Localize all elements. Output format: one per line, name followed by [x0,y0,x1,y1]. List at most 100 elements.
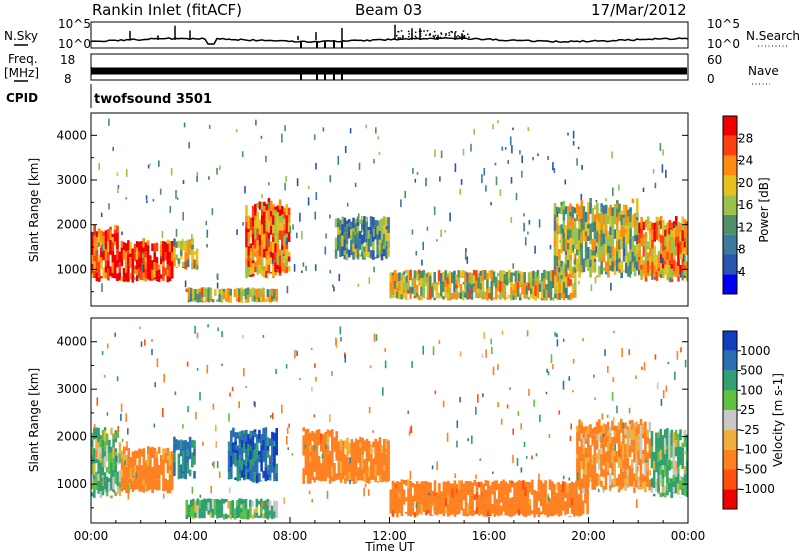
noise-search-dot [434,34,437,37]
noise-left-tick-top: 10^5 [58,17,91,31]
power-cbar-swatch [723,234,737,255]
date-title: 17/Mar/2012 [591,1,687,19]
power-cbar-swatch [723,135,737,156]
noise-search-dot [463,35,466,37]
noise-search-dot [414,31,417,34]
noise-search-dot [415,37,417,39]
time-xtick-label: 16:00 [472,529,507,543]
noise-search-dot [456,36,458,38]
noise-search-dot [423,30,425,32]
noise-left-tick-bottom: 10^0 [58,37,91,51]
noise-search-dot [459,37,462,39]
noise-right-tick-bottom: 10^0 [707,37,740,51]
time-xtick-label: 00:00 [671,529,706,543]
power-cbar-swatch [723,254,737,275]
power-echo-marks [91,118,689,303]
velocity-cbar-tick-label: -100 [740,443,767,457]
velocity-echo-region [339,436,390,484]
noise-search-dot [461,33,464,36]
velocity-colorbar: 1000 500 100 25 -25 -100 -500 -1000 [722,330,775,510]
velocity-cbar-swatch [723,390,737,411]
time-xtick-label: 12:00 [372,529,407,543]
power-cbar-tick-label: 4 [738,265,746,279]
noise-search-dot [448,32,450,34]
velocity-cbar-swatch [723,449,737,470]
noise-search-dot [433,30,436,33]
power-echo-region [389,269,577,301]
noise-left-label: N.Sky [4,29,38,43]
noise-search-dot [464,37,467,39]
noise-search-dot [440,33,443,35]
beam-title: Beam 03 [355,1,422,19]
power-cbar-swatch [723,175,737,196]
velocity-echo-region [389,479,589,518]
velocity-cbar-swatch [723,429,737,450]
noise-search-dot [411,34,413,36]
noise-search-dot [401,37,403,40]
power-cbar-tick-label: 8 [738,243,746,257]
velocity-echo-region [185,498,278,520]
power-cbar-swatch [723,116,737,136]
freq-gap-mark [316,74,318,80]
noise-right-label: N.Search [746,29,800,43]
noise-search-dot [462,30,465,32]
velocity-panel: 1000 2000 3000 4000 00:00 04:00 08:00 12:00 16:… [27,317,785,554]
velocity-cbar-swatch [723,331,737,351]
noise-search-dot [400,30,403,32]
noise-search-dot [467,33,469,35]
noise-search-dot [445,34,447,36]
freq-tick-bottom: 8 [64,72,72,86]
velocity-cbar-swatch [723,489,737,509]
noise-search-dot [418,30,421,33]
freq-panel: Freq. [MHz] 18 8 60 0 Nave [4,52,779,86]
power-colorbar: 4 8 12 16 20 24 28 [722,115,753,295]
power-cbar-tick-label: 16 [738,198,753,212]
noise-search-dot [444,36,446,39]
power-echo-region [553,198,639,279]
power-cbar-tick-label: 20 [738,176,753,190]
power-echo-region [91,224,119,282]
power-cbar-tick-label: 12 [738,220,753,234]
noise-right-tick-top: 10^5 [707,17,740,31]
velocity-cbar-tick-label: -1000 [740,482,775,496]
noise-gap-mark [324,41,326,48]
velocity-ytick-label: 1000 [56,477,87,491]
velocity-y-axis: 1000 2000 3000 4000 [56,335,688,509]
velocity-sparse-echoes [93,324,687,511]
velocity-cbar-tick-label: 1000 [740,344,771,358]
noise-search-dot [459,36,461,38]
power-cbar-tick-label: 24 [738,154,753,168]
noise-search-dot [457,35,459,37]
velocity-echo-region [650,428,689,498]
freq-gap-mark [324,74,326,80]
noise-search-dot [468,36,470,38]
noise-gap-mark [300,41,302,48]
velocity-cbar-swatch [723,410,737,430]
noise-gap-mark [333,41,335,48]
noise-search-dot [408,33,410,35]
velocity-cbar-tick-label: -500 [740,462,767,476]
noise-search-dot [402,36,404,38]
velocity-echo-region [91,427,122,499]
power-cbar-swatch [723,195,737,215]
time-xlabel: Time UT [364,540,415,554]
time-xtick-label: 04:00 [173,529,208,543]
noise-search-dot [429,34,431,36]
noise-search-dot [432,35,435,37]
noise-search-dot [420,30,422,32]
noise-search-dot [402,35,404,37]
power-cbar-tick-label: 28 [738,131,753,145]
velocity-cbar-tick-label: -25 [740,423,760,437]
noise-search-dot [439,37,441,39]
noise-panel: N.Sky 10^5 10^0 10^5 10^0 N.Search [4,17,800,51]
noise-search-dot [451,31,454,33]
power-ylabel: Slant Range [km] [27,158,41,262]
velocity-cbar-swatch [723,469,737,490]
velocity-cbar-tick-label: 25 [740,403,755,417]
noise-search-dot [426,30,429,32]
power-ytick-label: 1000 [56,262,87,276]
freq-gap-mark [300,74,302,80]
velocity-echo-region [173,436,196,480]
noise-search-dot [463,36,465,38]
